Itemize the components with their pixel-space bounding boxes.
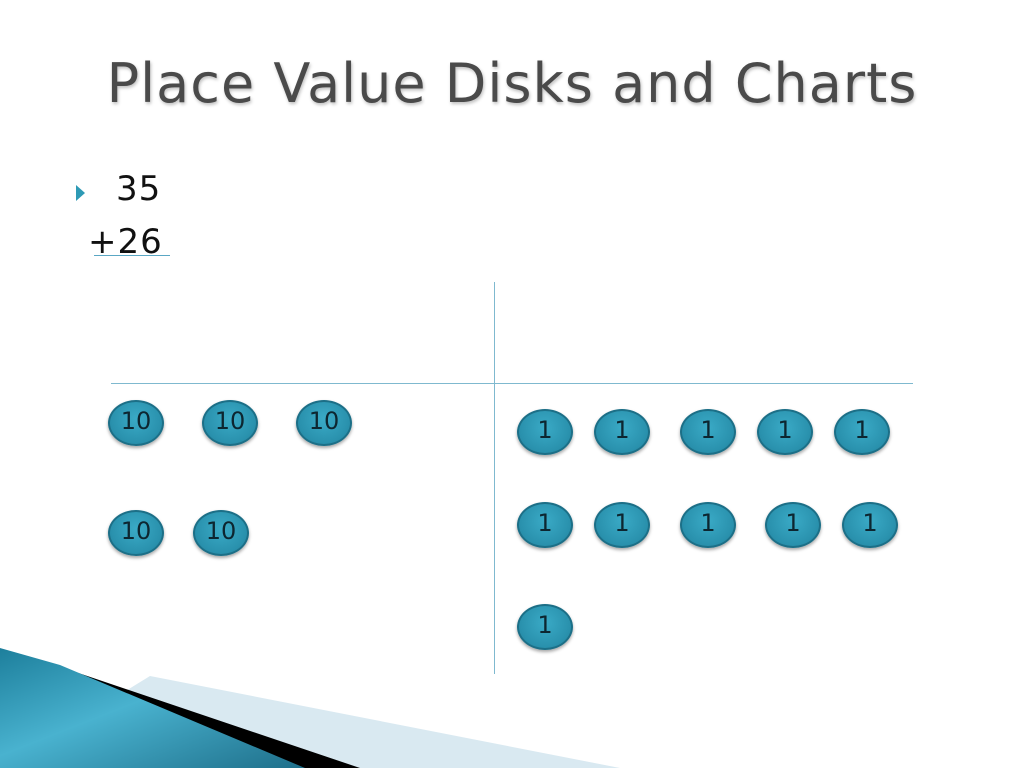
ones-disk[interactable]: 1 (765, 502, 821, 548)
tens-disk[interactable]: 10 (193, 510, 249, 556)
ones-disk[interactable]: 1 (517, 604, 573, 650)
tens-disk[interactable]: 10 (108, 510, 164, 556)
tens-disk[interactable]: 10 (296, 400, 352, 446)
bullet-arrow-icon (76, 185, 85, 201)
ones-disk[interactable]: 1 (594, 409, 650, 455)
tens-disk[interactable]: 10 (108, 400, 164, 446)
chart-divider-horizontal (111, 383, 913, 384)
ones-disk[interactable]: 1 (517, 502, 573, 548)
tens-disk[interactable]: 10 (202, 400, 258, 446)
addend-bottom: +26 (88, 222, 163, 262)
ones-disk[interactable]: 1 (680, 502, 736, 548)
chart-divider-vertical (494, 282, 495, 674)
sum-underline (94, 255, 170, 256)
ones-disk[interactable]: 1 (757, 409, 813, 455)
slide-title: Place Value Disks and Charts (106, 52, 918, 115)
ones-disk[interactable]: 1 (517, 409, 573, 455)
ones-disk[interactable]: 1 (594, 502, 650, 548)
ones-disk[interactable]: 1 (842, 502, 898, 548)
ones-disk[interactable]: 1 (834, 409, 890, 455)
addend-top: 35 (116, 169, 162, 209)
ones-disk[interactable]: 1 (680, 409, 736, 455)
